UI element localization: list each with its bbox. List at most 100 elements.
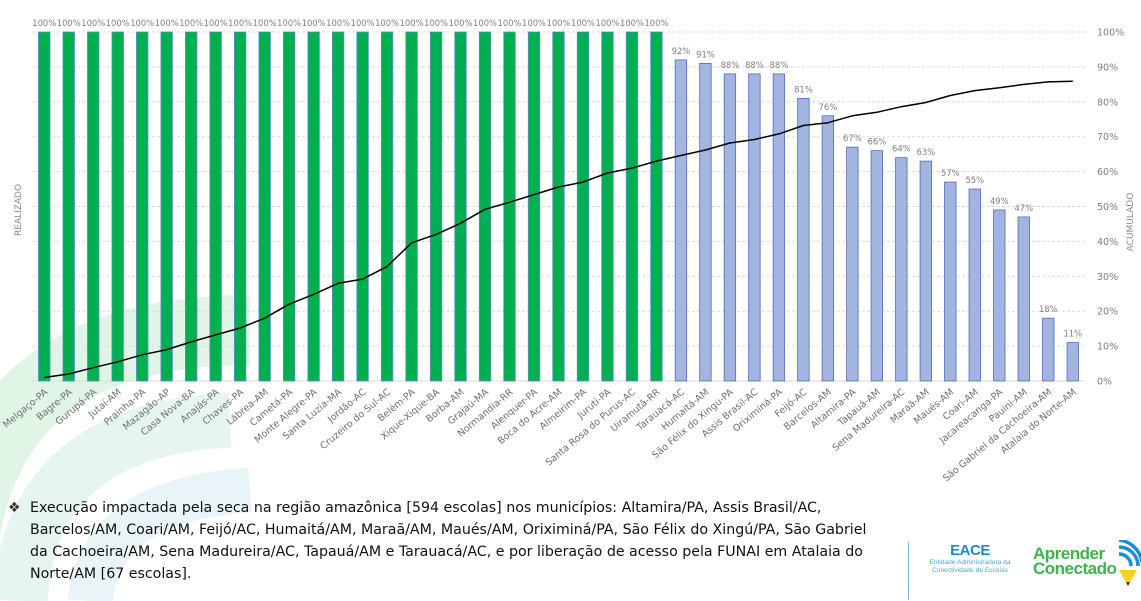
bar-data-label: 63% xyxy=(917,147,936,157)
bar-data-label: 100% xyxy=(326,18,350,28)
bar xyxy=(234,31,247,382)
eace-logo: EACE Entidade Administradora da Conectiv… xyxy=(915,542,1025,575)
bar-data-label: 100% xyxy=(228,18,252,28)
bar-data-labels: 100% 100% 100% 100% 100% 100% 100% 100% 100% 100%… xyxy=(32,18,1082,339)
bar-data-label: 88% xyxy=(745,60,764,70)
bar xyxy=(748,73,761,382)
bar-data-label: 100% xyxy=(302,18,326,28)
y-tick-label: 50% xyxy=(1097,202,1118,213)
bar xyxy=(111,31,124,382)
bar xyxy=(478,31,492,382)
bar xyxy=(1042,317,1055,382)
category-labels: Melgaço-PABagre-PAGurupá-PAJutaí-AMPrain… xyxy=(1,387,1079,485)
bar xyxy=(62,31,75,382)
bar xyxy=(1066,342,1079,382)
bar-data-label: 76% xyxy=(819,102,838,112)
cumulative-line xyxy=(44,80,1073,379)
bar xyxy=(160,31,173,382)
bar xyxy=(772,73,786,382)
bar xyxy=(331,31,345,382)
left-axis-title: REALIZADO xyxy=(14,184,24,236)
bar-data-label: 100% xyxy=(498,18,522,28)
wifi-pencil-icon xyxy=(1118,540,1141,586)
bar-data-label: 100% xyxy=(596,18,620,28)
right-axis-title: ACUMULADO xyxy=(1126,193,1136,252)
bar xyxy=(699,63,712,382)
eace-subtitle-2: Conectividade de Escolas xyxy=(932,567,1008,574)
bar-data-label: 88% xyxy=(721,60,740,70)
bar xyxy=(968,188,981,382)
bar xyxy=(209,31,222,382)
y-tick-label: 60% xyxy=(1097,167,1118,178)
bar-data-label: 100% xyxy=(277,18,301,28)
bar xyxy=(821,115,835,382)
aprender-conectado-logo: Aprender Conectado xyxy=(1033,540,1141,586)
bar-data-label: 67% xyxy=(843,133,862,143)
bar-data-label: 18% xyxy=(1039,304,1058,314)
bar xyxy=(185,31,198,382)
bar xyxy=(356,31,369,382)
bar-data-label: 49% xyxy=(990,196,1009,206)
bar xyxy=(650,31,663,382)
bar xyxy=(601,31,614,382)
bar-data-label: 64% xyxy=(892,144,911,154)
bar xyxy=(429,31,443,382)
y-tick-label: 0% xyxy=(1097,377,1112,388)
bar-data-label: 100% xyxy=(644,18,668,28)
bar-data-label: 100% xyxy=(424,18,448,28)
bar-data-label: 100% xyxy=(351,18,375,28)
bar xyxy=(993,209,1006,382)
deco-arc-middle xyxy=(0,392,232,601)
right-axis-ticks: 0% 10% 20% 30% 40% 50% 60% 70% 80% 90% 100% xyxy=(1097,28,1124,388)
bar xyxy=(552,31,565,382)
bar xyxy=(797,97,810,382)
eace-name: EACE xyxy=(950,542,990,559)
bar xyxy=(944,181,957,382)
pareto-chart: 100% 100% 100% 100% 100% 100% 100% 100% 100% 100%… xyxy=(1,18,1136,485)
bullet-icon: ❖ xyxy=(8,500,21,516)
bar xyxy=(282,31,296,382)
bar-data-label: 100% xyxy=(620,18,644,28)
bar-data-label: 100% xyxy=(57,18,81,28)
bar xyxy=(503,31,516,382)
logos: EACE Entidade Administradora da Conectiv… xyxy=(905,540,1141,601)
bar xyxy=(576,31,590,382)
y-tick-label: 30% xyxy=(1097,272,1118,283)
bar xyxy=(625,31,639,382)
eace-subtitle-1: Entidade Administradora da xyxy=(929,559,1011,566)
bar xyxy=(380,31,394,382)
logo-divider xyxy=(908,542,909,600)
bar xyxy=(919,160,932,382)
bar-data-label: 100% xyxy=(130,18,154,28)
bar-data-label: 100% xyxy=(204,18,228,28)
bar-data-label: 81% xyxy=(794,84,813,94)
bar xyxy=(870,150,883,382)
y-tick-label: 10% xyxy=(1097,342,1118,353)
bar-data-label: 91% xyxy=(696,49,715,59)
bar xyxy=(723,73,737,382)
bar-data-label: 100% xyxy=(400,18,424,28)
bar-data-label: 88% xyxy=(770,60,789,70)
footnote: ❖ Execução impactada pela seca na região… xyxy=(8,497,868,585)
bar xyxy=(674,59,688,382)
bar xyxy=(38,31,51,382)
deco-arc-inner xyxy=(67,467,252,601)
bar-data-label: 100% xyxy=(449,18,473,28)
deco-arc-outer xyxy=(0,295,251,538)
bar-data-label: 92% xyxy=(672,46,691,56)
bar xyxy=(454,31,467,382)
bar-data-label: 100% xyxy=(106,18,130,28)
y-tick-label: 70% xyxy=(1097,132,1118,143)
bar-data-label: 11% xyxy=(1063,329,1082,339)
bar-data-label: 100% xyxy=(375,18,399,28)
conectado-word: Conectado xyxy=(1033,559,1117,578)
bar-data-label: 66% xyxy=(868,137,887,147)
bar-data-label: 100% xyxy=(179,18,203,28)
bar-data-label: 100% xyxy=(253,18,277,28)
bar xyxy=(136,31,149,382)
bar-data-label: 100% xyxy=(522,18,546,28)
y-tick-label: 40% xyxy=(1097,237,1118,248)
bar xyxy=(405,31,418,382)
bar xyxy=(1017,216,1030,382)
y-tick-label: 80% xyxy=(1097,97,1118,108)
